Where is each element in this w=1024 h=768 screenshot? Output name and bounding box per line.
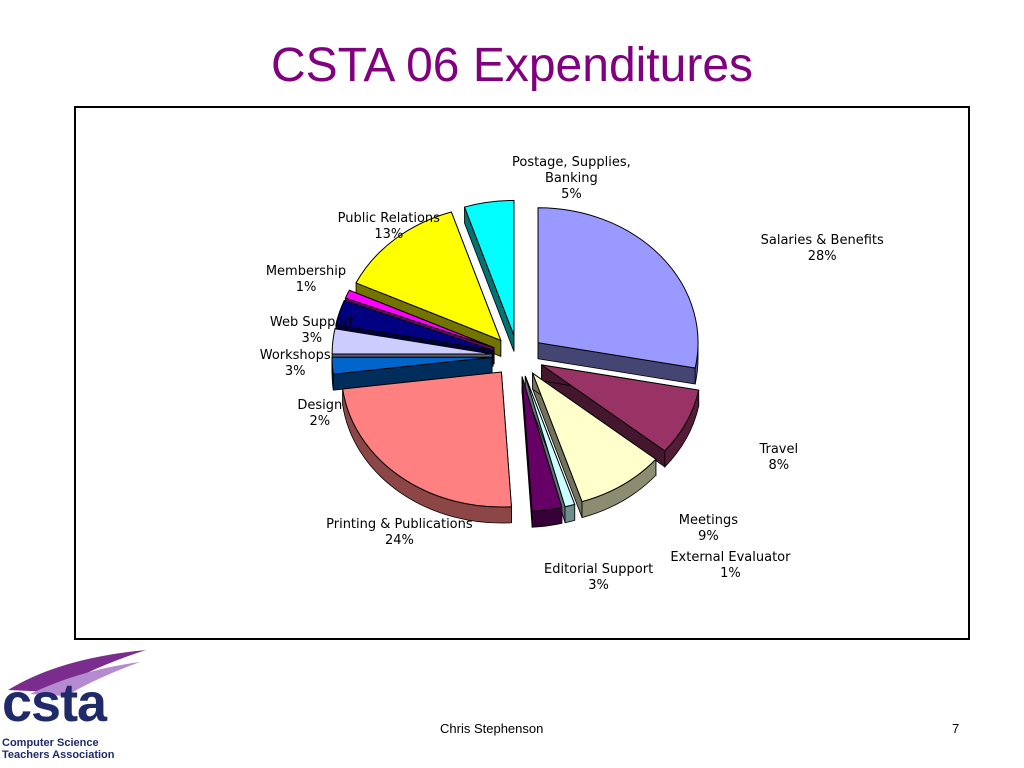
- pie-slice-salaries-benefits: [537, 207, 699, 369]
- pie-slice-public-relations: [355, 211, 502, 342]
- footer-author: Chris Stephenson: [440, 721, 544, 736]
- pie-slice-design: [331, 356, 493, 375]
- slice-label-membership: Membership 1%: [266, 264, 346, 295]
- slice-label-public-relations: Public Relations 13%: [338, 211, 441, 242]
- slice-label-printing-publications: Printing & Publications 24%: [326, 517, 473, 548]
- slice-percent-editorial-support: 3%: [588, 578, 609, 593]
- pie-slice-web-support: [335, 299, 494, 351]
- slice-label-workshops: Workshops 3%: [260, 348, 331, 379]
- slice-percent-travel: 8%: [768, 458, 789, 473]
- pie-slice-postage-supplies-banking: [463, 199, 515, 336]
- csta-logo-swoosh-icon: [8, 650, 146, 696]
- pie-slice-membership: [344, 289, 495, 349]
- logo-subtitle-line1: Computer Science: [2, 737, 99, 749]
- slide-title: CSTA 06 Expenditures: [270, 39, 754, 92]
- slice-percent-external-evaluator: 1%: [720, 566, 741, 581]
- pie-slice-editorial-support: [521, 376, 563, 512]
- slice-percent-web-support: 3%: [301, 331, 322, 346]
- slice-label-editorial-support: Editorial Support 3%: [544, 562, 653, 593]
- slice-label-salaries-benefits: Salaries & Benefits 28%: [761, 233, 884, 264]
- slice-label-web-support: Web Support 3%: [270, 315, 354, 346]
- slice-label-external-evaluator: External Evaluator 1%: [670, 550, 791, 581]
- pie-slice-travel: [541, 364, 700, 452]
- slice-percent-membership: 1%: [296, 280, 317, 295]
- logo-wordmark: csta: [2, 673, 107, 733]
- slice-percent-design: 2%: [309, 414, 330, 429]
- logo-subtitle-line2: Teachers Association: [2, 749, 115, 761]
- pie-slice-meetings: [531, 371, 657, 503]
- pie-slice-printing-publications: [342, 371, 513, 508]
- pie-slice-external-evaluator: [524, 375, 576, 508]
- slice-label-travel: Travel 8%: [758, 442, 798, 473]
- slice-percent-public-relations: 13%: [374, 227, 403, 242]
- slice-label-postage-supplies-banking: Postage, Supplies, Banking 5%: [512, 155, 631, 202]
- slice-label-meetings: Meetings 9%: [679, 513, 738, 544]
- pie-slice-side-external-evaluator: [564, 503, 576, 524]
- page-number: 7: [952, 721, 960, 736]
- pie-chart: Salaries & Benefits 28% Travel 8% Meetings 9%…: [260, 155, 884, 593]
- slice-percent-postage-supplies-banking: 5%: [561, 187, 582, 202]
- pie-slice-tops: [331, 199, 700, 512]
- slice-percent-meetings: 9%: [698, 529, 719, 544]
- slice-label-design: Design 2%: [297, 398, 342, 429]
- pie-slice-workshops: [331, 328, 493, 355]
- slice-percent-printing-publications: 24%: [385, 533, 414, 548]
- chart-frame: Salaries & Benefits 28% Travel 8% Meetings 9%…: [74, 106, 970, 640]
- slice-percent-workshops: 3%: [285, 364, 306, 379]
- slice-percent-salaries-benefits: 28%: [808, 249, 837, 264]
